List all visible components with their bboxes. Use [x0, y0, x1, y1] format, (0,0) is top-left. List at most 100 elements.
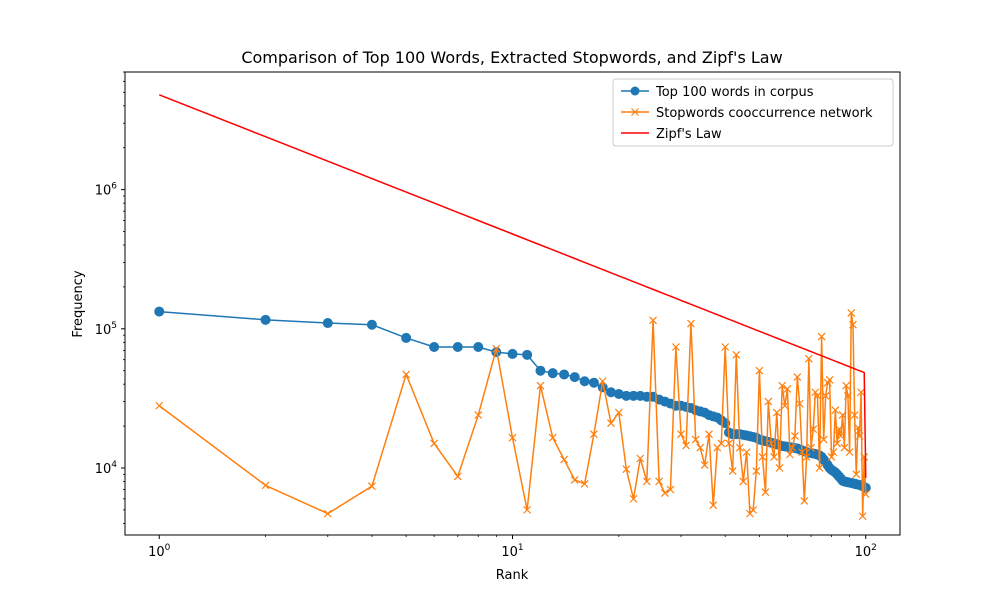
data-point [857, 388, 866, 397]
data-point [154, 306, 165, 317]
data-point [367, 482, 376, 491]
data-point [758, 453, 767, 461]
data-point [793, 373, 802, 381]
data-point [749, 505, 758, 514]
legend-item: Stopwords cooccurrence network [621, 106, 873, 121]
data-point [732, 350, 741, 359]
series-2 [158, 94, 867, 478]
data-point [772, 408, 781, 417]
data-point [861, 490, 870, 498]
y-axis-title: Frequency [71, 270, 86, 337]
data-point [700, 461, 709, 469]
data-point [721, 343, 730, 351]
data-point [831, 406, 840, 415]
data-point [804, 354, 813, 363]
data-point [473, 342, 484, 353]
legend-items: Top 100 words in corpus Stopwords cooccur… [621, 85, 873, 142]
legend-marker [630, 86, 640, 96]
data-point [770, 453, 778, 461]
data-point [570, 476, 579, 484]
data-point [842, 381, 851, 390]
data-point [728, 467, 737, 476]
data-point [261, 481, 270, 490]
legend-label: Stopwords cooccurrence network [656, 106, 873, 121]
data-point [691, 435, 700, 444]
data-point [817, 332, 826, 341]
data-point [852, 470, 861, 479]
axes-layer: 100 101 102 104 105 106 [95, 71, 877, 560]
data-point [522, 349, 533, 360]
data-point [547, 368, 558, 379]
data-point [579, 376, 590, 387]
data-point [636, 454, 645, 463]
data-point [430, 439, 439, 448]
data-point [453, 472, 462, 481]
data-point [764, 397, 773, 406]
data-point [775, 464, 784, 472]
data-point [813, 391, 822, 400]
legend-marker [631, 108, 639, 116]
data-point [709, 501, 718, 510]
data-point [559, 369, 570, 380]
data-point [598, 377, 607, 386]
data-point [752, 467, 761, 476]
data-point [536, 381, 545, 390]
data-point [835, 425, 843, 434]
data-point [717, 439, 726, 448]
data-point [739, 477, 748, 486]
data-point [535, 365, 546, 376]
data-point [783, 384, 792, 393]
data-point [569, 372, 580, 383]
data-point [829, 448, 838, 457]
data-point [780, 401, 789, 410]
data-point [429, 342, 440, 353]
data-point [323, 509, 332, 518]
data-point [858, 512, 867, 521]
data-point [735, 443, 744, 452]
x-tick-label: 101 [501, 543, 523, 560]
data-point [622, 465, 631, 474]
data-point [850, 411, 859, 419]
data-point [660, 489, 669, 498]
plot-area [125, 72, 900, 535]
data-point [607, 419, 615, 428]
data-point [589, 430, 598, 439]
legend-label: Top 100 words in corpus [655, 85, 814, 100]
data-point [642, 477, 651, 486]
series-line [158, 312, 867, 517]
data-point [508, 433, 517, 442]
data-point [629, 494, 638, 503]
data-point [761, 488, 770, 497]
data-point [802, 453, 811, 461]
x-axis-title: Rank [496, 568, 529, 583]
data-point [260, 314, 271, 325]
data-point [507, 348, 518, 359]
plot-frame [124, 71, 901, 536]
legend-box [612, 78, 894, 147]
data-point [548, 433, 557, 442]
data-point [614, 408, 623, 417]
data-point [795, 399, 804, 408]
data-point [807, 443, 815, 452]
data-point [836, 431, 845, 440]
data-point [725, 439, 733, 448]
data-point [847, 309, 856, 317]
data-point [821, 391, 830, 400]
data-point [790, 431, 799, 440]
data-point [855, 431, 864, 440]
data-point [825, 375, 834, 384]
data-point [322, 318, 333, 329]
data-point [755, 366, 764, 375]
data-point [811, 388, 820, 397]
data-point [649, 316, 658, 325]
data-point [366, 319, 377, 330]
data-point [843, 391, 852, 400]
series-line [158, 94, 867, 478]
data-point [778, 381, 787, 390]
data-point [800, 496, 809, 505]
data-point [155, 401, 164, 410]
data-point [666, 485, 675, 494]
data-point [767, 439, 776, 448]
legend-item: Zipf's Law [621, 127, 722, 142]
